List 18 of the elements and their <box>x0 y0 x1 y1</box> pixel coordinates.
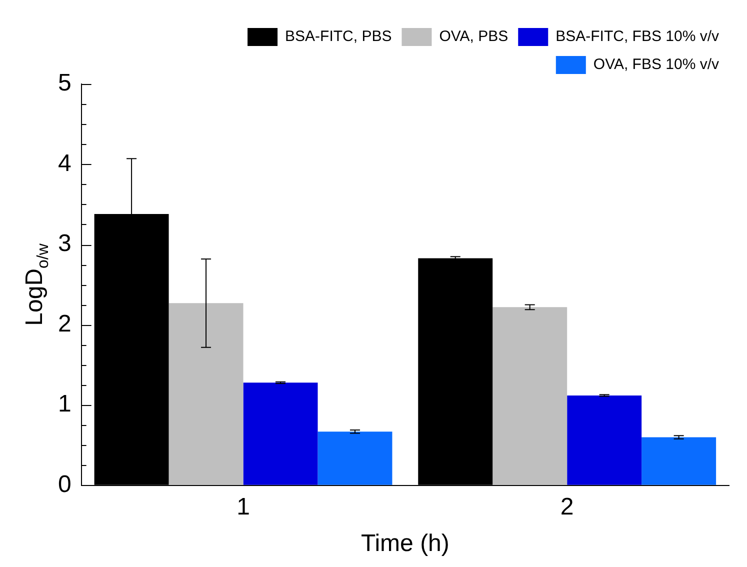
y-axis-title: LogDo/w <box>21 243 52 326</box>
y-tick-label: 5 <box>58 70 72 97</box>
bar <box>318 432 392 485</box>
bar <box>642 437 716 485</box>
bar <box>492 307 568 485</box>
y-tick-label: 0 <box>58 471 72 498</box>
y-tick-label: 2 <box>58 310 72 338</box>
y-tick-label: 4 <box>58 150 72 177</box>
bar <box>243 382 318 485</box>
legend-label: OVA, PBS <box>439 28 508 46</box>
y-tick-label: 1 <box>58 390 72 418</box>
bar <box>567 395 642 485</box>
bar <box>168 303 244 485</box>
x-axis-title: Time (h) <box>360 530 450 558</box>
legend-label: BSA-FITC, FBS 10% v/v <box>556 28 720 46</box>
legend-label: BSA-FITC, PBS <box>285 28 392 46</box>
y-tick-label: 3 <box>58 230 72 258</box>
legend-label: OVA, FBS 10% v/v <box>593 56 720 74</box>
